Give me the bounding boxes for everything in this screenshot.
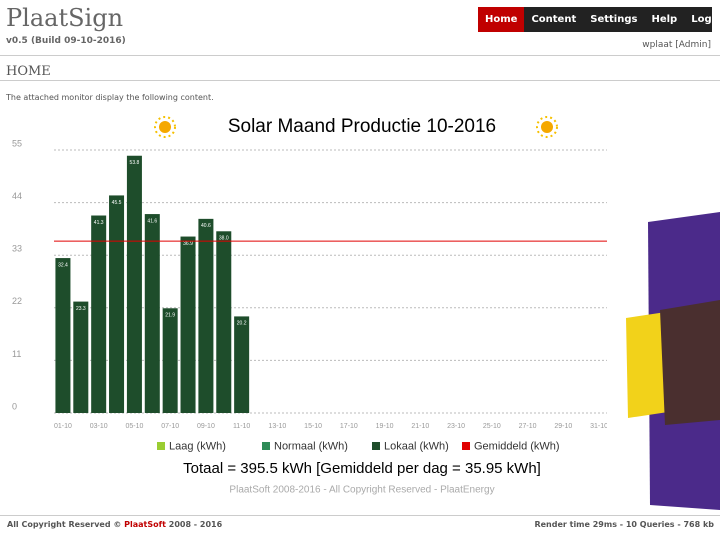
y-tick-label: 22 bbox=[12, 296, 22, 306]
divider bbox=[0, 80, 720, 81]
value-label: 40.6 bbox=[201, 223, 211, 229]
x-tick-label: 03-10 bbox=[90, 423, 108, 430]
sun-icon bbox=[536, 116, 558, 138]
x-tick-label: 01-10 bbox=[54, 423, 72, 430]
chart: Solar Maand Productie 10-2016 Totaal = 3… bbox=[7, 103, 607, 500]
bar bbox=[109, 195, 125, 413]
bar bbox=[126, 155, 142, 413]
bar bbox=[144, 214, 160, 413]
bar bbox=[180, 236, 196, 413]
divider bbox=[0, 515, 720, 516]
nav-item[interactable]: Home bbox=[478, 7, 525, 32]
years: 2008 - 2016 bbox=[168, 520, 223, 529]
legend-swatch bbox=[157, 442, 165, 450]
y-tick-label: 55 bbox=[12, 138, 22, 148]
value-label: 21.9 bbox=[165, 313, 175, 319]
value-label: 41.3 bbox=[94, 220, 104, 226]
value-label: 32.4 bbox=[58, 262, 68, 268]
x-tick-label: 31-10 bbox=[590, 423, 607, 430]
chart-title: Solar Maand Productie 10-2016 bbox=[228, 116, 496, 137]
x-tick-label: 17-10 bbox=[340, 423, 358, 430]
y-tick-label: 11 bbox=[12, 349, 21, 359]
nav-bar: Home Content Settings Help Logout bbox=[478, 7, 720, 32]
x-tick-label: 19-10 bbox=[376, 423, 394, 430]
value-label: 38.0 bbox=[219, 236, 229, 242]
intro: The attached monitor display the followi… bbox=[6, 93, 214, 102]
legend-label: Lokaal (kWh) bbox=[384, 440, 449, 452]
chart-footnote: PlaatSoft 2008-2016 - All Copyright Rese… bbox=[229, 485, 494, 496]
page-heading: HOME bbox=[6, 64, 51, 79]
chart-background bbox=[7, 103, 607, 500]
version: v0.5 (Build 09-10-2016) bbox=[6, 36, 126, 46]
value-label: 23.3 bbox=[76, 306, 86, 312]
bar bbox=[216, 231, 232, 413]
x-tick-label: 23-10 bbox=[447, 423, 465, 430]
bar bbox=[73, 301, 89, 413]
bar bbox=[55, 258, 71, 413]
legend-swatch bbox=[462, 442, 470, 450]
nav-item[interactable]: Help bbox=[651, 14, 678, 25]
legend-label: Normaal (kWh) bbox=[274, 440, 348, 452]
y-tick-label: 33 bbox=[12, 244, 22, 254]
divider bbox=[0, 55, 720, 56]
x-tick-label: 13-10 bbox=[268, 423, 286, 430]
x-tick-label: 05-10 bbox=[125, 423, 143, 430]
bar bbox=[198, 218, 214, 413]
bar bbox=[234, 316, 250, 413]
x-tick-label: 11-10 bbox=[233, 423, 250, 430]
x-tick-label: 29-10 bbox=[554, 423, 572, 430]
x-tick-label: 25-10 bbox=[483, 423, 501, 430]
y-tick-label: 0 bbox=[12, 401, 17, 411]
footer-left: All Copyright Reserved © PlaatSoft 2008 … bbox=[7, 520, 222, 529]
nav-item[interactable]: Content bbox=[531, 14, 577, 25]
legend-swatch bbox=[262, 442, 270, 450]
copyright: All Copyright Reserved © bbox=[7, 520, 122, 529]
sun-icon bbox=[154, 116, 176, 138]
nav-item[interactable]: Logout bbox=[691, 14, 720, 25]
nav-item[interactable]: Settings bbox=[590, 14, 638, 25]
value-label: 41.6 bbox=[147, 218, 157, 224]
x-tick-label: 21-10 bbox=[411, 423, 429, 430]
y-tick-label: 44 bbox=[12, 191, 22, 201]
footer-right: Render time 29ms - 10 Queries - 768 kb bbox=[534, 520, 714, 529]
chart-subtitle: Totaal = 395.5 kWh [Gemiddeld per dag = … bbox=[183, 460, 541, 477]
value-label: 53.8 bbox=[130, 160, 140, 166]
bar bbox=[162, 308, 178, 413]
x-tick-label: 27-10 bbox=[519, 423, 537, 430]
x-tick-label: 07-10 bbox=[161, 423, 179, 430]
value-label: 36.9 bbox=[183, 241, 193, 247]
x-tick-label: 09-10 bbox=[197, 423, 215, 430]
value-label: 45.5 bbox=[112, 200, 122, 206]
value-label: 20.2 bbox=[237, 321, 247, 327]
legend-label: Laag (kWh) bbox=[169, 440, 226, 452]
x-tick-label: 15-10 bbox=[304, 423, 322, 430]
app-title: PlaatSign bbox=[6, 4, 124, 32]
legend-label: Gemiddeld (kWh) bbox=[474, 440, 560, 452]
user: wplaat [Admin] bbox=[642, 40, 711, 50]
legend-swatch bbox=[372, 442, 380, 450]
bar bbox=[91, 215, 107, 413]
company-link[interactable]: PlaatSoft bbox=[124, 520, 166, 529]
